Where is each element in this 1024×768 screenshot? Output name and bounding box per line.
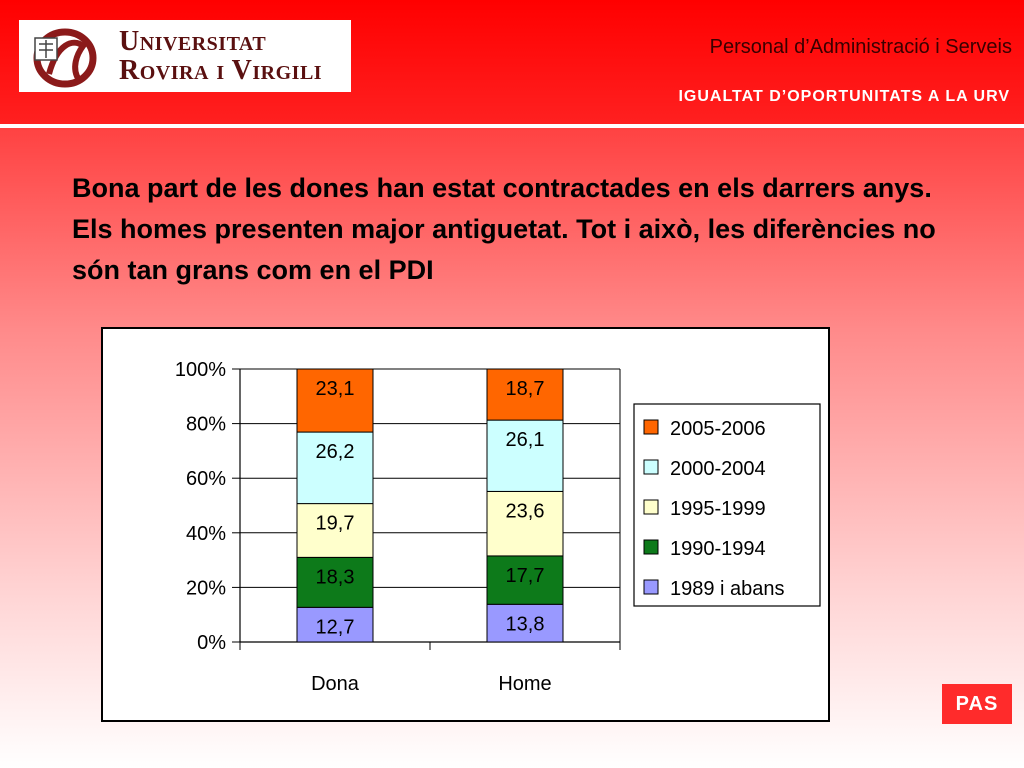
pas-badge[interactable]: PAS — [942, 684, 1012, 724]
legend-box — [633, 403, 821, 607]
stacked-bar-chart: 0% 20% 40% 60% 80% 100% Dona 12,7 18,3 19,7 26,2 23… — [101, 327, 830, 722]
bar-segment — [486, 368, 564, 421]
legend-label: 2000-2004 — [670, 458, 766, 480]
logo-wordmark: Universitat Rovira i Virgili — [119, 28, 322, 86]
y-tick-label: 80% — [186, 414, 226, 436]
y-tick-label: 60% — [186, 468, 226, 490]
legend-label: 2005-2006 — [670, 418, 766, 440]
chart-canvas: 0% 20% 40% 60% 80% 100% Dona 12,7 18,3 19,7 26,2 23… — [175, 359, 821, 695]
bar-segment — [296, 431, 374, 505]
data-label: 23,1 — [316, 378, 355, 400]
legend-swatch — [643, 579, 659, 595]
bar-segment — [296, 606, 374, 643]
bar-segment — [486, 555, 564, 605]
header-subtitle: Personal d’Administració i Serveis — [709, 36, 1012, 58]
bar-segment — [296, 368, 374, 433]
y-tick-label: 100% — [175, 359, 226, 381]
slide-headline: Bona part de les dones han estat contrac… — [72, 173, 936, 285]
legend-swatch — [643, 459, 659, 475]
legend-swatch — [643, 419, 659, 435]
data-label: 26,2 — [316, 441, 355, 463]
bar-segment — [486, 419, 564, 492]
bar-segment — [296, 556, 374, 608]
data-label: 23,6 — [506, 500, 545, 522]
bar-segment — [486, 490, 564, 557]
header-tagline: IGUALTAT D’OPORTUNITATS A LA URV — [678, 88, 1010, 105]
y-tick-label: 40% — [186, 523, 226, 545]
data-label: 17,7 — [506, 565, 545, 587]
y-tick-label: 20% — [186, 577, 226, 599]
data-label: 18,7 — [506, 378, 545, 400]
x-tick-label: Dona — [311, 673, 360, 695]
bar-segment — [486, 603, 564, 643]
data-label: 26,1 — [506, 429, 545, 451]
legend-label: 1989 i abans — [670, 578, 785, 600]
legend-label: 1990-1994 — [670, 538, 766, 560]
x-tick-label: Home — [498, 673, 551, 695]
legend-label: 1995-1999 — [670, 498, 766, 520]
y-tick-label: 0% — [197, 632, 226, 654]
legend-swatch — [643, 499, 659, 515]
data-label: 19,7 — [316, 513, 355, 535]
logo-line-rovira: Rovira i Virgili — [119, 55, 323, 86]
data-label: 13,8 — [506, 613, 545, 635]
bar-segment — [296, 503, 374, 558]
urv-emblem-icon — [33, 28, 97, 88]
university-logo[interactable]: Universitat Rovira i Virgili — [19, 20, 351, 92]
logo-line-university: Universitat — [119, 26, 267, 57]
data-label: 18,3 — [316, 566, 355, 588]
legend-swatch — [643, 539, 659, 555]
data-label: 12,7 — [316, 616, 355, 638]
header-divider — [0, 124, 1024, 128]
